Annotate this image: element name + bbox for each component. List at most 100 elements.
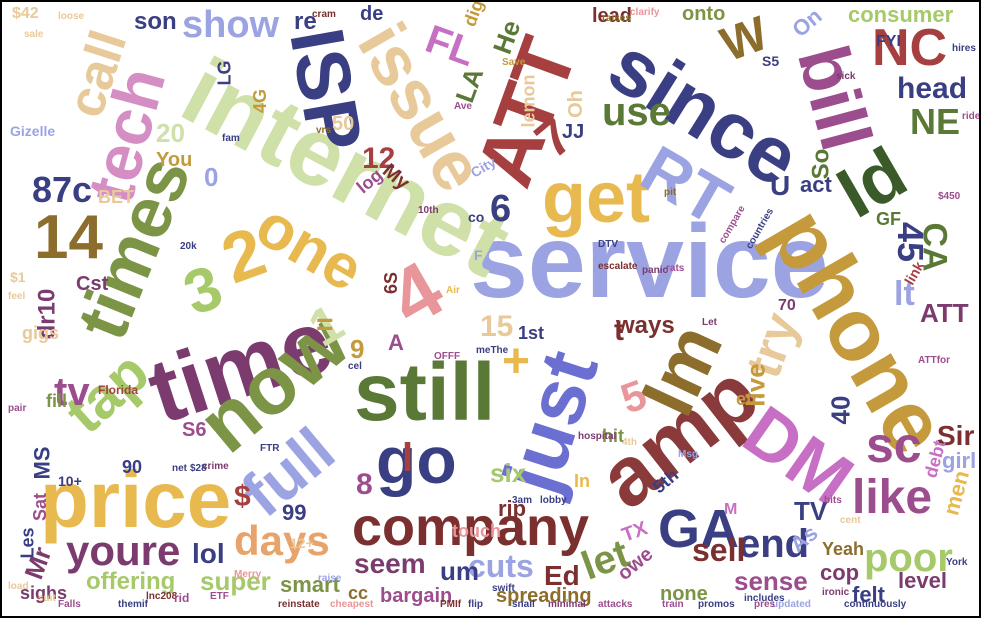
word: promos [698,599,735,610]
word: On [787,3,827,43]
word: Gizelle [10,123,56,139]
word: cop [820,560,860,585]
word: 50 [332,113,355,135]
word: de [360,3,384,25]
word: FYI [876,33,901,50]
word: A [388,330,404,355]
word: 90 [122,457,143,477]
word: lemon [518,74,539,128]
word: son [134,8,177,35]
word: 20k [180,241,197,252]
word: crime [202,461,229,472]
word: days [234,517,330,564]
word: load [8,581,29,592]
word: end [738,522,810,566]
word: Yeah [822,539,865,559]
word: So [807,148,835,180]
word: clarify [630,7,660,18]
word: swift [492,583,515,594]
word: BET [98,187,134,207]
word: + [502,335,531,388]
word: = [316,308,334,341]
word: minimal [548,599,586,610]
word: dig [459,0,488,30]
word: offering [86,568,176,595]
word: flip [468,599,483,610]
word: 0 [204,162,219,192]
word: cuts [468,548,534,584]
word: You [156,149,193,171]
word: seem [354,548,426,579]
word: meThe [476,345,509,356]
word: 10+ [58,473,82,489]
word: York [946,557,968,568]
word: updated [772,599,811,610]
word: ATT [920,298,969,328]
word: six [490,458,527,488]
word: act [800,172,832,197]
word: Air [446,285,460,296]
word: co [468,209,485,225]
word: NE [910,101,961,142]
word: felt [852,582,885,607]
word: $ [234,480,251,513]
word: company [352,497,590,557]
word: $28 [190,463,207,474]
word: sc [866,417,922,473]
word: smart [280,572,340,597]
word: U [770,170,791,201]
word: cc [348,583,369,603]
word: Save [502,57,526,68]
word: cheapest [330,599,374,610]
word: bits [824,495,842,506]
word: use [602,90,671,134]
word: Florida [98,383,139,397]
word: 15 [480,310,514,343]
word: loose [58,11,85,22]
word: TX [619,517,651,547]
word: touch [452,521,501,541]
word: gigs [22,323,60,343]
word: l [402,436,414,480]
word: sell [692,532,746,568]
word: In [574,471,590,491]
word: service [470,204,829,320]
word: bargain [380,585,453,607]
word: ISP [273,22,379,158]
word: etc [736,389,763,409]
word: train [662,599,684,610]
word: 40 [825,395,856,425]
word: Falls [58,599,81,610]
word: like [852,471,933,524]
word: continuously [844,599,907,610]
word: super [200,566,271,596]
word: S6 [182,419,207,441]
word: GF [876,209,901,229]
word: fill [46,391,67,411]
word: Ave [454,101,472,112]
word: hospital [578,431,617,442]
word: Let [702,317,717,328]
word: $450 [938,191,961,202]
word: 4G [250,88,271,114]
word: rats [666,263,685,274]
word: hires [952,43,976,54]
word: 6 [490,188,512,230]
word: spreading [496,585,592,607]
word: 1st [518,323,545,343]
word: rid [174,591,190,605]
word: Merry [234,569,262,580]
word: DTV [598,239,618,250]
word: 99 [282,500,307,525]
word: cel [348,361,362,372]
word: um [440,556,479,586]
word: Sir [937,420,975,451]
word: head [897,72,968,105]
word: ways [616,312,675,339]
word: go [376,423,457,497]
word: panic [642,265,669,276]
word: 9 [350,334,365,364]
word: $1 [10,269,26,285]
word: F [474,247,483,263]
word: themif [118,599,148,610]
